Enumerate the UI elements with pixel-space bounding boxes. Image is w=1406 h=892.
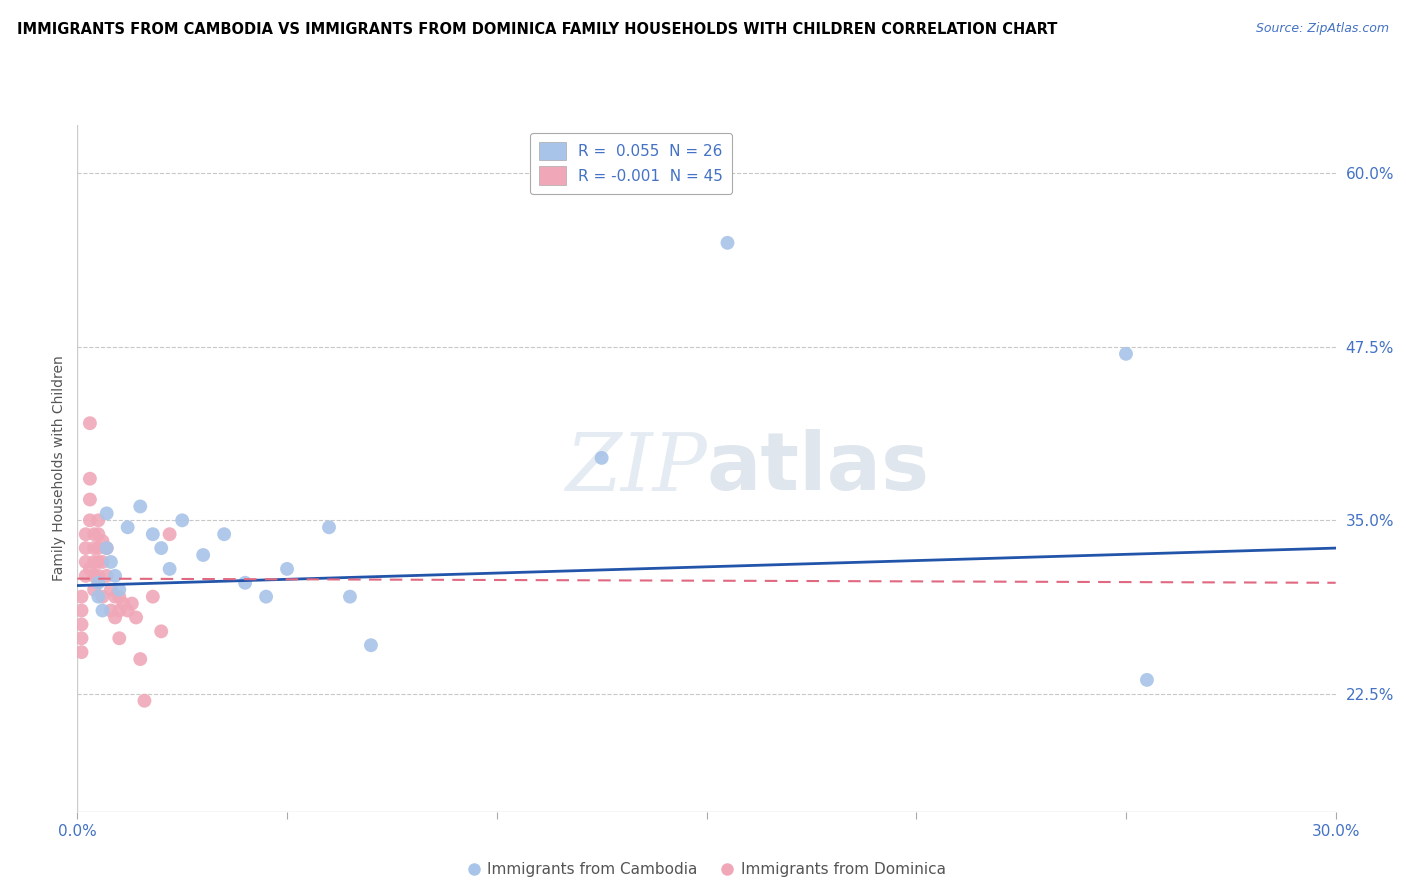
Point: [70, 645, 93, 659]
Point: [75, 555, 97, 569]
Point: [108, 582, 131, 597]
Point: [79, 492, 101, 507]
Legend: Immigrants from Cambodia, Immigrants from Dominica: Immigrants from Cambodia, Immigrants fro…: [461, 855, 952, 883]
Point: [96, 541, 118, 555]
Point: [96, 569, 118, 583]
Point: [83, 555, 105, 569]
Point: [318, 520, 340, 534]
Point: [87, 590, 110, 604]
Y-axis label: Family Households with Children: Family Households with Children: [52, 355, 66, 582]
Point: [87, 541, 110, 555]
Point: [79, 472, 101, 486]
Point: [100, 555, 122, 569]
Point: [83, 569, 105, 583]
Point: [87, 569, 110, 583]
Point: [70, 632, 93, 646]
Point: [121, 597, 143, 611]
Point: [79, 416, 101, 430]
Point: [191, 548, 215, 562]
Point: [87, 527, 110, 541]
Point: [70, 617, 93, 632]
Point: [159, 562, 181, 576]
Point: [233, 575, 256, 590]
Point: [79, 513, 101, 527]
Point: [159, 527, 181, 541]
Point: [91, 590, 114, 604]
Point: [108, 632, 131, 646]
Point: [104, 569, 127, 583]
Point: [142, 590, 165, 604]
Point: [104, 590, 127, 604]
Point: [100, 603, 122, 617]
Point: [96, 541, 118, 555]
Point: [125, 610, 148, 624]
Point: [75, 569, 97, 583]
Point: [108, 590, 131, 604]
Point: [129, 652, 152, 666]
Point: [91, 603, 114, 617]
Point: [75, 541, 97, 555]
Text: IMMIGRANTS FROM CAMBODIA VS IMMIGRANTS FROM DOMINICA FAMILY HOUSEHOLDS WITH CHIL: IMMIGRANTS FROM CAMBODIA VS IMMIGRANTS F…: [17, 22, 1057, 37]
Point: [1136, 673, 1159, 687]
Point: [360, 638, 382, 652]
Point: [108, 603, 131, 617]
Text: Source: ZipAtlas.com: Source: ZipAtlas.com: [1256, 22, 1389, 36]
Point: [83, 582, 105, 597]
Text: ZIP: ZIP: [565, 430, 707, 507]
Point: [96, 507, 118, 521]
Point: [339, 590, 361, 604]
Point: [87, 555, 110, 569]
Point: [79, 562, 101, 576]
Point: [100, 582, 122, 597]
Text: atlas: atlas: [707, 429, 929, 508]
Point: [1115, 347, 1137, 361]
Point: [276, 562, 298, 576]
Point: [172, 513, 194, 527]
Point: [117, 520, 139, 534]
Point: [87, 513, 110, 527]
Point: [150, 624, 173, 639]
Point: [70, 590, 93, 604]
Point: [150, 541, 173, 555]
Point: [91, 534, 114, 549]
Point: [117, 603, 139, 617]
Point: [87, 575, 110, 590]
Point: [716, 235, 738, 250]
Point: [142, 527, 165, 541]
Point: [129, 500, 152, 514]
Point: [254, 590, 277, 604]
Point: [83, 541, 105, 555]
Point: [591, 450, 613, 465]
Point: [112, 597, 135, 611]
Point: [212, 527, 235, 541]
Point: [70, 603, 93, 617]
Point: [104, 610, 127, 624]
Point: [75, 527, 97, 541]
Point: [91, 555, 114, 569]
Point: [83, 527, 105, 541]
Point: [134, 694, 156, 708]
